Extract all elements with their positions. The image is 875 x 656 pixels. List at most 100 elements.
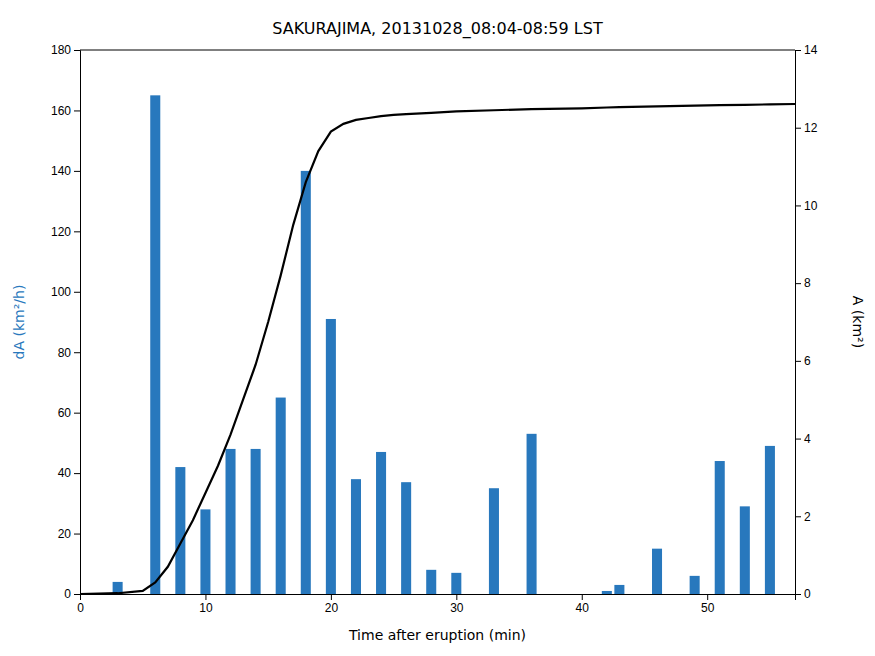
y-tick: 40 xyxy=(58,466,80,480)
x-tick: 40 xyxy=(576,594,590,615)
bar xyxy=(740,506,750,594)
y2-tick-label: 12 xyxy=(804,121,818,135)
y-tick-mark xyxy=(74,292,80,293)
x-tick-mark xyxy=(707,594,708,600)
bar xyxy=(401,482,411,594)
chart: 0 10 20 30 40 50 0 20 40 60 80 100 120 140 160 180 0 2 4 6 8… xyxy=(0,0,875,656)
y-tick-mark xyxy=(74,413,80,414)
y2-tick-label: 6 xyxy=(804,354,811,368)
y-tick: 0 xyxy=(64,587,80,601)
title: SAKURAJIMA, 20131028_08:04-08:59 LST xyxy=(272,19,603,39)
y-tick-label: 20 xyxy=(58,527,72,541)
bar xyxy=(451,573,461,594)
y-tick-mark xyxy=(74,50,80,51)
y2-tick-label: 2 xyxy=(804,510,811,524)
x-tick: 0 xyxy=(77,594,84,615)
y2-axis-line xyxy=(796,51,802,595)
x-tick-label: 30 xyxy=(450,601,464,615)
y2-axis: 0 2 4 6 8 10 12 14 xyxy=(795,43,818,601)
y-tick-label: 160 xyxy=(51,104,71,118)
bar xyxy=(426,570,436,594)
bar-series xyxy=(113,95,775,594)
y-tick-label: 40 xyxy=(58,466,72,480)
y-tick-label: 180 xyxy=(51,43,71,57)
y-tick: 60 xyxy=(58,406,80,420)
y-tick-label: 120 xyxy=(51,225,71,239)
plot-area: 0 10 20 30 40 50 0 20 40 60 80 100 120 140 160 180 0 2 4 6 8… xyxy=(51,43,818,614)
x-tick-label: 20 xyxy=(325,601,339,615)
x-tick-mark xyxy=(582,594,583,600)
y2-tick: 6 xyxy=(795,354,811,368)
y2-tick: 4 xyxy=(795,432,811,446)
frame xyxy=(80,50,795,51)
y2-tick-label: 10 xyxy=(804,199,818,213)
bar xyxy=(351,479,361,594)
y2-tick: 14 xyxy=(795,43,818,57)
y-tick-mark xyxy=(74,231,80,232)
bar xyxy=(175,467,185,594)
y-tick-mark xyxy=(74,171,80,172)
y2-tick: 10 xyxy=(795,199,818,213)
x-tick: 30 xyxy=(450,594,464,615)
bar xyxy=(715,461,725,594)
bar xyxy=(489,488,499,594)
y-tick-label: 80 xyxy=(58,346,72,360)
y-tick: 140 xyxy=(51,164,80,178)
bar xyxy=(765,446,775,594)
y2-tick-label: 8 xyxy=(804,276,811,290)
line xyxy=(80,104,795,594)
bar xyxy=(200,509,210,594)
y-tick-label: 100 xyxy=(51,285,71,299)
bar xyxy=(150,95,160,594)
y-tick: 80 xyxy=(58,346,80,360)
y-tick-label: 140 xyxy=(51,164,71,178)
bar xyxy=(614,585,624,594)
bar xyxy=(652,549,662,594)
y-tick-mark xyxy=(74,352,80,353)
x-tick-mark xyxy=(456,594,457,600)
x-tick: 20 xyxy=(325,594,339,615)
y2-tick-label: 0 xyxy=(804,587,811,601)
bar xyxy=(527,434,537,594)
x-tick-label: 0 xyxy=(77,601,84,615)
y-tick-mark xyxy=(74,594,80,595)
y2-tick: 0 xyxy=(795,587,811,601)
x-tick-label: 50 xyxy=(701,601,715,615)
y-tick: 160 xyxy=(51,104,80,118)
bar xyxy=(326,319,336,594)
y-tick: 180 xyxy=(51,43,80,57)
y2-tick-mark xyxy=(795,439,801,440)
y-tick-label: 60 xyxy=(58,406,72,420)
y2-tick-mark xyxy=(795,283,801,284)
x-tick-label: 10 xyxy=(199,601,213,615)
bar xyxy=(301,171,311,594)
y2-axis-title: A (km²) xyxy=(850,296,866,348)
y2-tick: 8 xyxy=(795,276,811,290)
y2-tick: 12 xyxy=(795,121,818,135)
x-tick-label: 40 xyxy=(576,601,590,615)
marks xyxy=(80,95,795,594)
x-axis-title: Time after eruption (min) xyxy=(348,627,526,643)
bar xyxy=(690,576,700,594)
y-tick-mark xyxy=(74,110,80,111)
x-axis: 0 10 20 30 40 50 xyxy=(77,594,795,615)
y-axis-line xyxy=(74,51,81,595)
y-tick-mark xyxy=(74,473,80,474)
x-tick: 50 xyxy=(701,594,715,615)
y-tick-mark xyxy=(74,534,80,535)
y2-tick-label: 14 xyxy=(804,43,818,57)
x-tick-mark xyxy=(205,594,206,600)
bar xyxy=(602,591,612,594)
y2-tick-mark xyxy=(795,594,801,595)
bar xyxy=(376,452,386,594)
x-tick-mark xyxy=(331,594,332,600)
x-axis-line xyxy=(81,595,796,601)
y2-tick-mark xyxy=(795,128,801,129)
y2-tick-mark xyxy=(795,50,801,51)
bar xyxy=(276,398,286,594)
y-tick-label: 0 xyxy=(64,587,71,601)
bar xyxy=(226,449,236,594)
y2-tick-label: 4 xyxy=(804,432,811,446)
x-tick: 10 xyxy=(199,594,213,615)
y-tick: 20 xyxy=(58,527,80,541)
